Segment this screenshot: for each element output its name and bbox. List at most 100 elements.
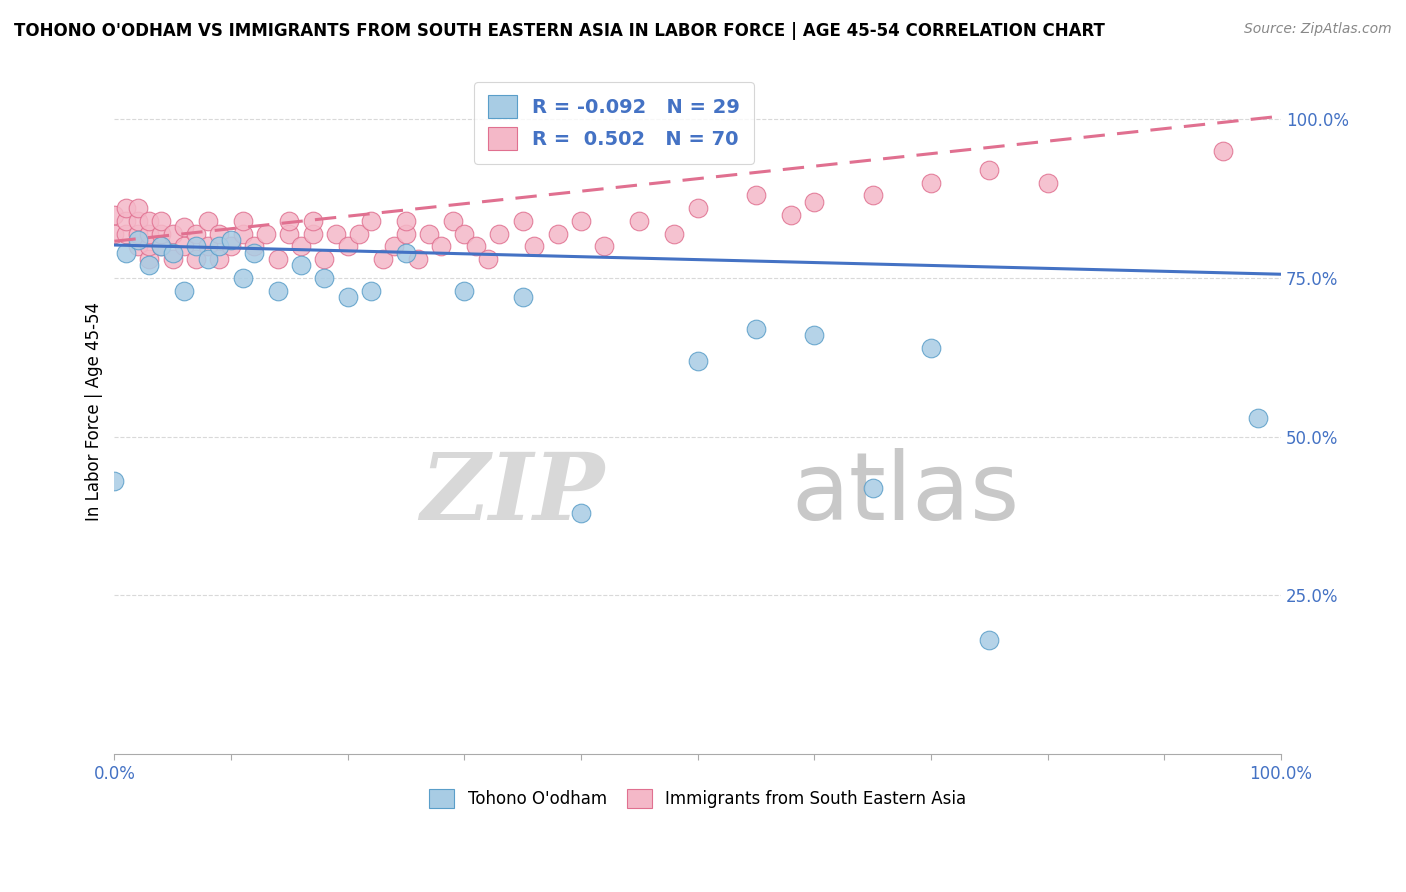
Point (243, 245, 266, 260)
Point (150, 239, 173, 253)
Point (208, 252, 231, 266)
Point (127, 214, 149, 228)
Point (336, 290, 359, 304)
Point (138, 258, 160, 272)
Text: Source: ZipAtlas.com: Source: ZipAtlas.com (1244, 22, 1392, 37)
Point (349, 227, 371, 241)
Point (173, 239, 195, 253)
Point (278, 227, 301, 241)
Point (150, 239, 173, 253)
Point (138, 239, 160, 253)
Point (173, 284, 195, 298)
Point (150, 227, 173, 241)
Point (197, 239, 219, 253)
Point (162, 252, 184, 266)
Point (862, 481, 884, 495)
Point (325, 227, 347, 241)
Point (803, 194, 825, 209)
Text: TOHONO O'ODHAM VS IMMIGRANTS FROM SOUTH EASTERN ASIA IN LABOR FORCE | AGE 45-54 : TOHONO O'ODHAM VS IMMIGRANTS FROM SOUTH … (14, 22, 1105, 40)
Point (1212, 144, 1234, 158)
Point (219, 233, 242, 247)
Point (512, 214, 534, 228)
Point (314, 271, 336, 285)
Point (488, 227, 510, 241)
Point (138, 214, 160, 228)
Point (1246, 410, 1268, 425)
Point (219, 239, 242, 253)
Point (184, 227, 207, 241)
Point (115, 214, 138, 228)
Point (862, 188, 884, 202)
Point (314, 252, 336, 266)
Point (184, 252, 207, 266)
Point (745, 322, 768, 336)
Point (162, 245, 184, 260)
Text: ZIP: ZIP (420, 449, 605, 539)
Point (301, 214, 323, 228)
Point (278, 214, 301, 228)
Point (803, 328, 825, 343)
Point (395, 245, 418, 260)
Y-axis label: In Labor Force | Age 45-54: In Labor Force | Age 45-54 (86, 301, 103, 521)
Point (243, 239, 266, 253)
Point (569, 214, 592, 228)
Point (173, 220, 195, 235)
Point (979, 163, 1001, 178)
Legend: Tohono O'odham, Immigrants from South Eastern Asia: Tohono O'odham, Immigrants from South Ea… (423, 782, 973, 814)
Point (197, 214, 219, 228)
Point (686, 353, 709, 368)
Point (254, 227, 277, 241)
Point (418, 227, 440, 241)
Text: atlas: atlas (792, 448, 1019, 540)
Point (197, 252, 219, 266)
Point (465, 239, 488, 253)
Point (664, 227, 686, 241)
Point (780, 208, 803, 222)
Point (441, 214, 464, 228)
Point (115, 227, 138, 241)
Point (232, 227, 254, 241)
Point (115, 201, 138, 215)
Point (267, 284, 290, 298)
Point (336, 239, 359, 253)
Point (569, 506, 592, 520)
Point (103, 227, 125, 241)
Point (453, 227, 475, 241)
Point (208, 239, 231, 253)
Point (290, 239, 312, 253)
Point (382, 239, 405, 253)
Point (150, 214, 173, 228)
Point (547, 227, 569, 241)
Point (162, 227, 184, 241)
Point (430, 239, 453, 253)
Point (360, 284, 382, 298)
Point (593, 239, 616, 253)
Point (127, 227, 149, 241)
Point (127, 239, 149, 253)
Point (523, 239, 546, 253)
Point (138, 227, 160, 241)
Point (979, 632, 1001, 647)
Point (453, 284, 475, 298)
Point (1036, 176, 1059, 190)
Point (184, 239, 207, 253)
Point (745, 188, 768, 202)
Point (115, 245, 138, 260)
Point (406, 252, 429, 266)
Point (512, 290, 534, 304)
Point (127, 233, 149, 247)
Point (395, 214, 418, 228)
Point (686, 201, 709, 215)
Point (477, 252, 499, 266)
Point (920, 176, 942, 190)
Point (232, 271, 254, 285)
Point (103, 474, 125, 488)
Point (103, 208, 125, 222)
Point (208, 227, 231, 241)
Point (360, 214, 382, 228)
Point (395, 227, 418, 241)
Point (127, 201, 149, 215)
Point (628, 214, 651, 228)
Point (920, 341, 942, 355)
Point (267, 252, 290, 266)
